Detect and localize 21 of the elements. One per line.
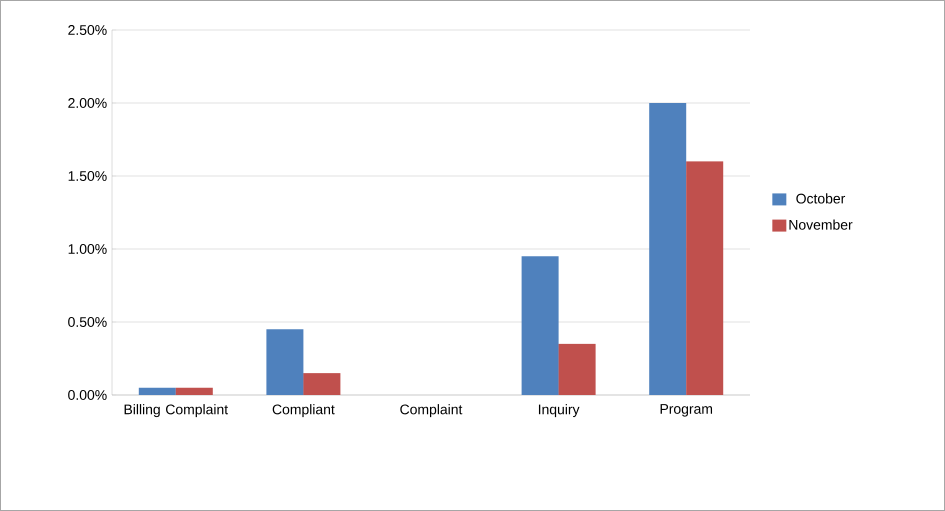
y-tick-label: 0.00% bbox=[68, 390, 107, 400]
bar bbox=[303, 373, 340, 395]
bar bbox=[558, 344, 596, 395]
legend-label: October bbox=[796, 193, 846, 204]
bar bbox=[176, 388, 213, 395]
x-tick-label: Compliant bbox=[272, 404, 335, 418]
legend-label: November bbox=[789, 219, 852, 230]
y-tick-label: 1.00% bbox=[68, 244, 107, 254]
y-tick-label: 2.50% bbox=[68, 25, 107, 35]
bar bbox=[138, 388, 176, 395]
x-tick-label: Billing Complaint bbox=[124, 404, 228, 418]
y-tick-label: 2.00% bbox=[68, 98, 107, 108]
x-tick-label: Inquiry bbox=[538, 404, 580, 418]
bar bbox=[686, 161, 724, 395]
x-tick-label: Complaint bbox=[400, 404, 462, 418]
y-tick-label: 0.50% bbox=[68, 317, 107, 327]
x-tick-label: Program bbox=[660, 404, 712, 417]
bar bbox=[266, 329, 304, 395]
y-tick-label: 1.50% bbox=[68, 171, 107, 181]
bar bbox=[522, 256, 559, 395]
bar bbox=[649, 102, 686, 395]
